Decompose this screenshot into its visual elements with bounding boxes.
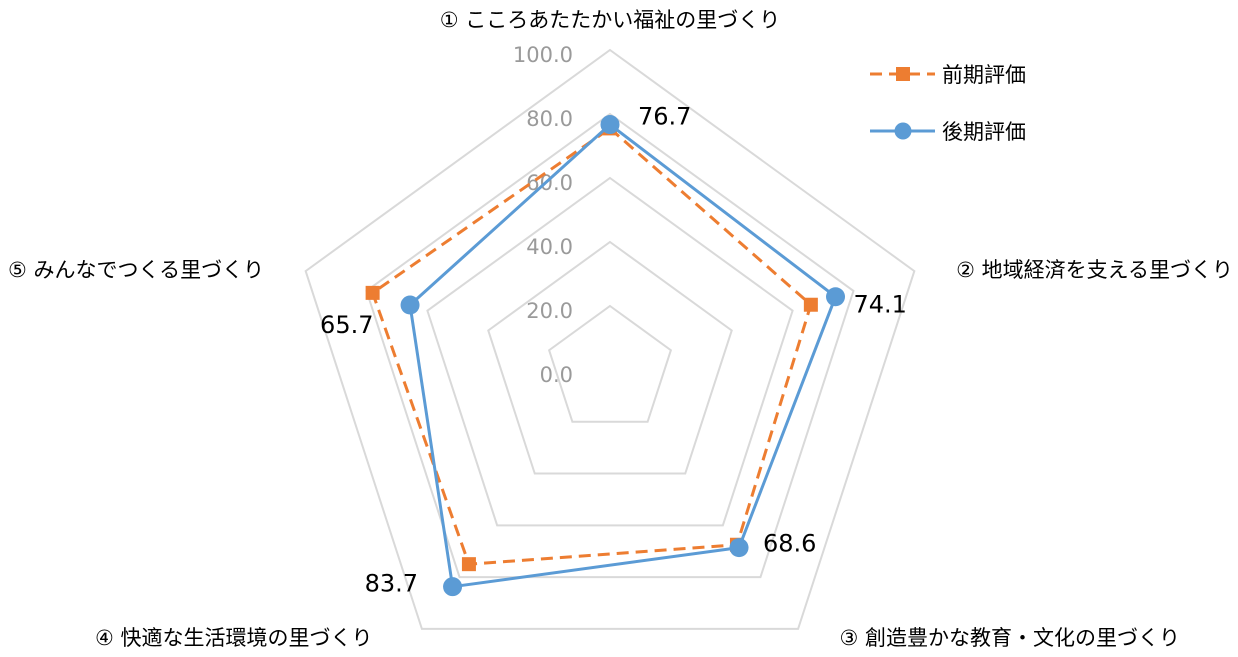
data-label: 65.7 [320,311,373,339]
axis-label-layer: ① こころあたたかい福祉の里づくり ② 地域経済を支える里づくり ③ 創造豊かな教育… [8,8,1233,650]
series-point [400,295,420,315]
legend-marker [894,122,912,140]
legend-label: 後期評価 [942,120,1026,144]
series-layer [365,115,846,597]
series-point [443,577,463,597]
series-point [826,287,846,307]
series-point [461,557,476,572]
tick-label: 20.0 [526,299,573,323]
series-line [371,126,813,566]
tick-label: 40.0 [526,235,573,259]
tick-label: 0.0 [540,363,573,387]
tick-label-layer: 0.0 20.0 40.0 60.0 80.0 100.0 [513,43,573,387]
axis-label: ④ 快適な生活環境の里づくり [95,626,373,650]
series-line [408,123,838,589]
data-label: 83.7 [365,570,418,598]
series-point [365,285,380,300]
data-label: 68.6 [763,530,816,558]
grid-ring [365,112,855,579]
axis-label: ③ 創造豊かな教育・文化の里づくり [839,626,1180,650]
axis-label: ⑤ みんなでつくる里づくり [8,258,264,282]
tick-label: 60.0 [526,171,573,195]
grid-layer [304,48,916,630]
tick-label: 80.0 [526,107,573,131]
tick-label: 100.0 [513,43,573,67]
axis-label: ① こころあたたかい福祉の里づくり [440,8,781,32]
data-label: 74.1 [854,291,907,319]
grid-ring [426,176,794,527]
grid-ring [487,240,733,475]
legend-label: 前期評価 [942,63,1026,87]
grid-ring [547,304,673,423]
axis-label: ② 地域経済を支える里づくり [956,258,1233,282]
series-point [729,538,749,558]
data-label-layer: 76.7 74.1 68.6 83.7 65.7 [320,103,907,598]
series-point [803,297,818,312]
grid-ring [304,48,916,630]
legend-marker [896,67,910,81]
data-label: 76.7 [638,103,691,131]
series-point [600,115,620,135]
